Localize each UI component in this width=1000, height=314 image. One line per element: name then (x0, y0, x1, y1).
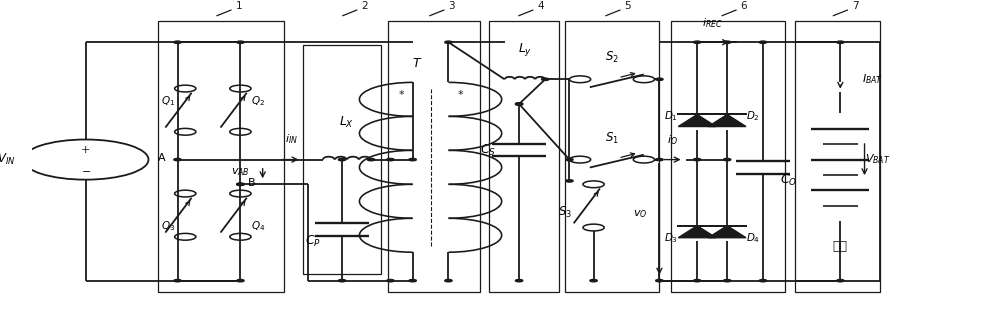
Circle shape (445, 41, 452, 43)
Circle shape (693, 279, 701, 282)
Text: $Q_3$: $Q_3$ (161, 219, 175, 233)
Text: $V_{IN}$: $V_{IN}$ (0, 152, 15, 167)
Text: 2: 2 (361, 1, 368, 11)
Circle shape (656, 158, 663, 161)
Text: $v_O$: $v_O$ (633, 208, 648, 220)
Circle shape (174, 41, 181, 43)
Bar (303, 45, 381, 274)
Text: $i_{REC}$: $i_{REC}$ (702, 17, 723, 30)
Circle shape (237, 183, 244, 186)
Circle shape (837, 41, 844, 43)
Circle shape (515, 103, 523, 105)
Circle shape (542, 78, 549, 80)
Text: $S_1$: $S_1$ (605, 131, 619, 146)
Bar (795, 21, 880, 292)
Polygon shape (708, 115, 746, 127)
Circle shape (237, 279, 244, 282)
Text: $Q_1$: $Q_1$ (161, 94, 175, 108)
Circle shape (338, 158, 346, 161)
Text: 7: 7 (852, 1, 859, 11)
Text: $S_3$: $S_3$ (558, 204, 572, 219)
Circle shape (515, 279, 523, 282)
Polygon shape (678, 115, 716, 127)
Circle shape (723, 158, 731, 161)
Text: $i_O$: $i_O$ (667, 133, 678, 147)
Text: *: * (457, 90, 463, 100)
Circle shape (515, 103, 523, 105)
Text: $V_{BAT}$: $V_{BAT}$ (865, 153, 890, 166)
Text: $L_X$: $L_X$ (339, 115, 354, 130)
Text: $D_1$: $D_1$ (664, 110, 678, 123)
Text: 6: 6 (741, 1, 747, 11)
Circle shape (759, 41, 767, 43)
Circle shape (237, 183, 244, 186)
Circle shape (656, 279, 663, 282)
Bar (671, 21, 785, 292)
Text: $L_y$: $L_y$ (518, 41, 532, 58)
Text: $D_2$: $D_2$ (746, 110, 760, 123)
Circle shape (759, 279, 767, 282)
Text: *: * (398, 90, 404, 100)
Circle shape (409, 279, 416, 282)
Text: A: A (158, 153, 166, 163)
Circle shape (590, 279, 597, 282)
Text: $D_4$: $D_4$ (746, 231, 761, 245)
Text: $-$: $-$ (81, 165, 91, 175)
Circle shape (338, 279, 346, 282)
Circle shape (656, 78, 663, 80)
Text: $v_{AB}$: $v_{AB}$ (231, 166, 250, 178)
Text: 1: 1 (236, 1, 242, 11)
Bar (565, 21, 659, 292)
Circle shape (237, 41, 244, 43)
Circle shape (367, 158, 375, 161)
Circle shape (723, 41, 731, 43)
Text: $C_P$: $C_P$ (305, 234, 321, 249)
Circle shape (387, 279, 394, 282)
Circle shape (566, 158, 573, 161)
Text: 4: 4 (537, 1, 544, 11)
Text: $C_O$: $C_O$ (780, 172, 798, 187)
Text: $C_S$: $C_S$ (480, 143, 496, 158)
Polygon shape (708, 226, 746, 238)
Bar (158, 21, 284, 292)
Circle shape (566, 180, 573, 182)
Text: $Q_2$: $Q_2$ (251, 94, 265, 108)
Text: $i_{IN}$: $i_{IN}$ (285, 132, 298, 146)
Text: +: + (81, 145, 90, 155)
Circle shape (174, 158, 181, 161)
Text: $S_2$: $S_2$ (605, 50, 619, 65)
Text: $Q_4$: $Q_4$ (251, 219, 265, 233)
Circle shape (387, 158, 394, 161)
Circle shape (837, 279, 844, 282)
Text: $T$: $T$ (412, 57, 423, 70)
Polygon shape (678, 226, 716, 238)
Circle shape (409, 158, 416, 161)
Circle shape (693, 41, 701, 43)
Circle shape (445, 279, 452, 282)
Text: 5: 5 (625, 1, 631, 11)
Circle shape (693, 158, 701, 161)
Bar (489, 21, 559, 292)
Text: $I_{BAT}$: $I_{BAT}$ (862, 73, 883, 86)
Circle shape (723, 279, 731, 282)
Text: $D_3$: $D_3$ (664, 231, 678, 245)
Bar (388, 21, 480, 292)
Text: B: B (248, 178, 256, 188)
Text: 3: 3 (448, 1, 455, 11)
Text: 电池: 电池 (833, 240, 848, 252)
Circle shape (174, 279, 181, 282)
